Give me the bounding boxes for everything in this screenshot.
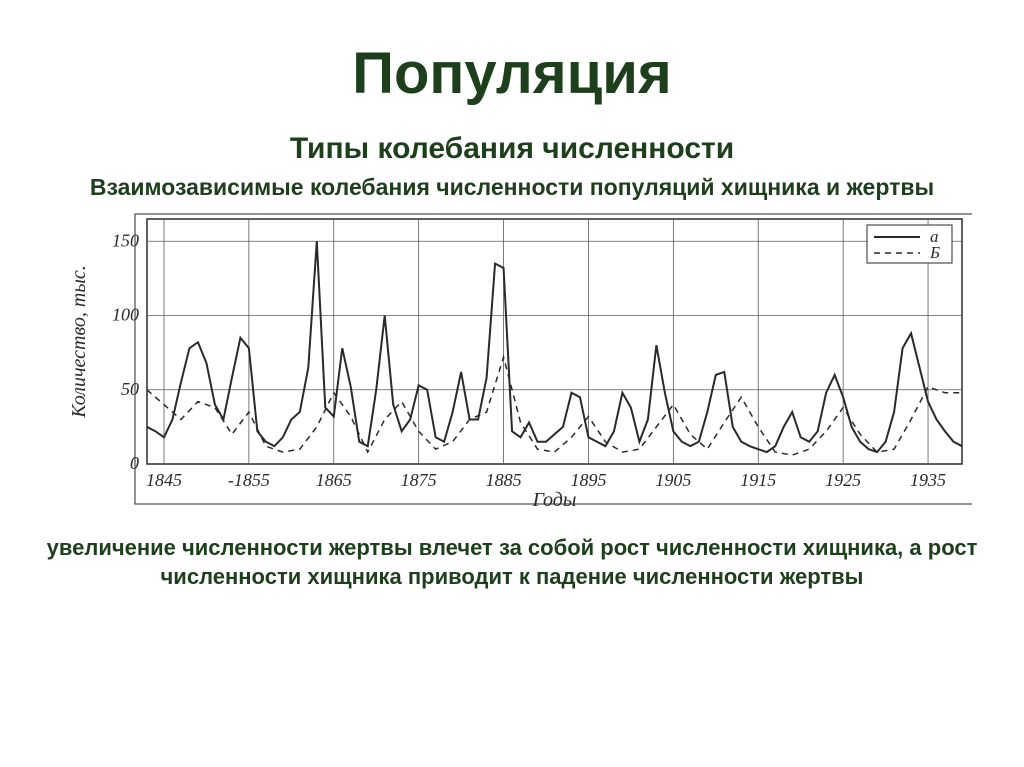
svg-text:1915: 1915 <box>740 470 776 490</box>
svg-text:1875: 1875 <box>401 470 437 490</box>
svg-text:1845: 1845 <box>146 470 182 490</box>
sub-subtitle: Взаимозависимые колебания численности по… <box>90 174 934 201</box>
svg-text:150: 150 <box>112 230 139 250</box>
svg-text:1905: 1905 <box>655 470 691 490</box>
svg-text:1885: 1885 <box>486 470 522 490</box>
svg-text:Б: Б <box>929 243 940 262</box>
svg-text:1895: 1895 <box>570 470 606 490</box>
svg-text:100: 100 <box>112 305 139 325</box>
svg-text:0: 0 <box>130 453 139 473</box>
population-chart: 0 50 100 150 1845 -1855 1865 1875 1885 1895 1905 19… <box>52 209 972 519</box>
svg-text:1865: 1865 <box>316 470 352 490</box>
svg-text:Количество, тыс.: Количество, тыс. <box>68 265 90 419</box>
svg-text:1925: 1925 <box>825 470 861 490</box>
chart-container: 0 50 100 150 1845 -1855 1865 1875 1885 1895 1905 19… <box>52 209 972 519</box>
svg-text:-1855: -1855 <box>228 470 270 490</box>
subtitle: Типы колебания численности <box>290 132 734 166</box>
svg-text:Годы: Годы <box>532 489 577 511</box>
svg-text:50: 50 <box>121 379 139 399</box>
conclusion-text: увеличение численности жертвы влечет за … <box>32 534 992 591</box>
main-title: Популяция <box>352 40 671 107</box>
svg-text:1935: 1935 <box>910 470 946 490</box>
